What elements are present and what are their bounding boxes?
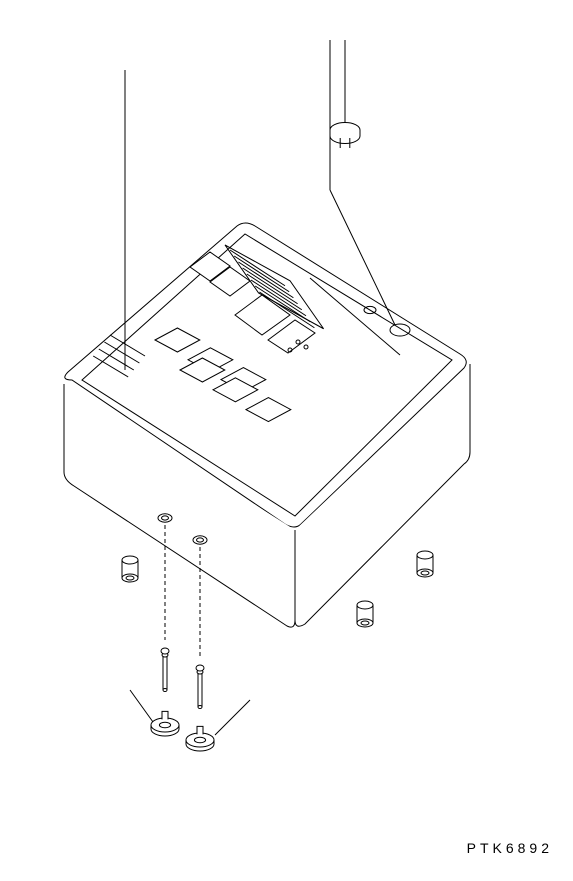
diagram-svg — [0, 0, 573, 876]
technical-diagram — [0, 0, 573, 876]
watermark-label: PTK6892 — [467, 840, 553, 856]
